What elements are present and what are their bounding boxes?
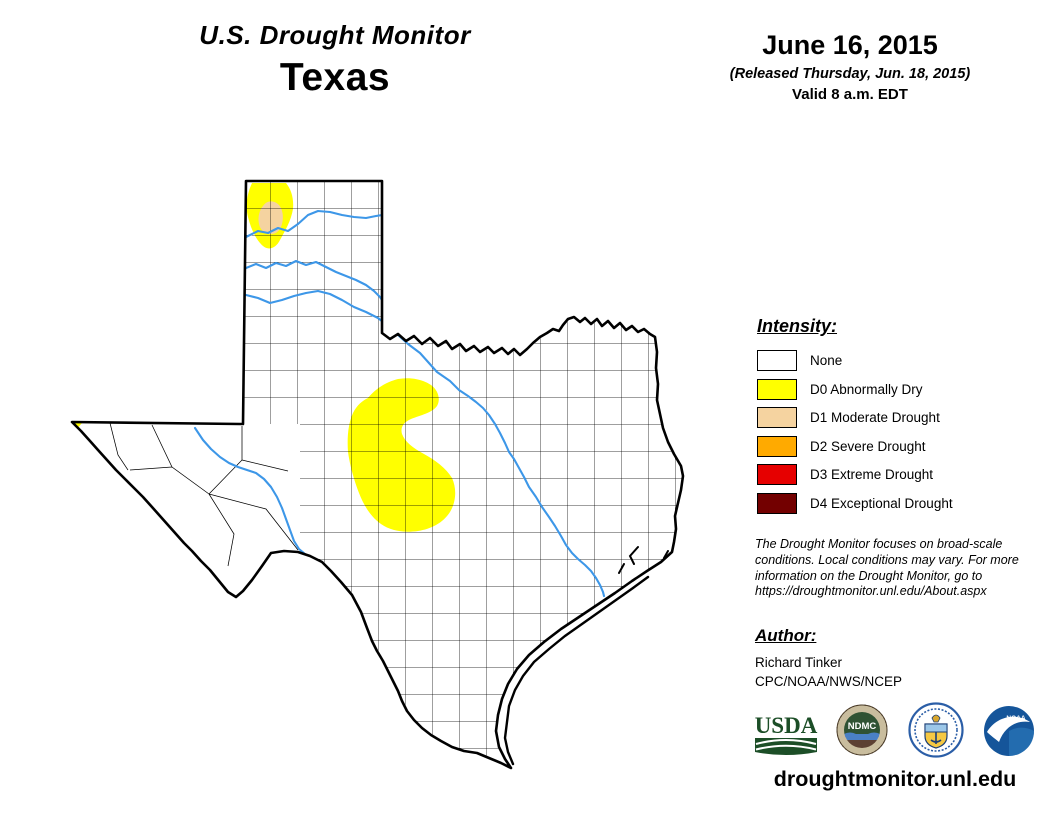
header-left: U.S. Drought Monitor Texas: [135, 20, 535, 100]
county-lines-west: [109, 422, 299, 567]
canadian-river: [244, 209, 384, 239]
county-grid-south: [300, 424, 683, 768]
state-name: Texas: [279, 56, 391, 99]
author-heading: Author:: [755, 626, 817, 645]
legend-swatch-d0: [757, 378, 797, 400]
legend-swatch-d2: [757, 435, 797, 457]
author-org: CPC/NOAA/NWS/NCEP: [755, 674, 903, 689]
release-info: (Released Thursday, Jun. 18, 2015): [729, 66, 971, 82]
legend-item-d4: D4 Exceptional Drought: [757, 492, 1047, 515]
legend-item-d3: D3 Extreme Drought: [757, 464, 1047, 486]
valid-time: Valid 8 a.m. EDT: [792, 86, 908, 103]
county-grid-north: [243, 181, 683, 424]
texas-outline: [70, 179, 685, 770]
disclaimer-line: https://droughtmonitor.unl.edu/About.asp…: [755, 584, 987, 599]
disclaimer-line: information on the Drought Monitor, go t…: [755, 568, 983, 583]
noaa-logo: NOAA: [983, 705, 1035, 762]
red-river-fork: [244, 259, 384, 302]
legend-item-d1: D1 Moderate Drought: [757, 407, 1047, 429]
site-url: droughtmonitor.unl.edu: [773, 767, 1017, 791]
legend-label: D2 Severe Drought: [810, 438, 926, 454]
legend-label: D3 Extreme Drought: [810, 467, 934, 483]
legend-label: None: [810, 353, 843, 369]
legend-label: D4 Exceptional Drought: [810, 495, 953, 511]
disclaimer-line: The Drought Monitor focuses on broad-sca…: [755, 537, 1003, 551]
pecos-river: [193, 426, 307, 556]
disclaimer-line: conditions. Local conditions may vary. F…: [755, 552, 1019, 567]
barrier-islands: [503, 575, 650, 766]
map-date: June 16, 2015: [762, 30, 938, 60]
header-right: June 16, 2015 (Released Thursday, Jun. 1…: [700, 30, 1000, 103]
legend-swatch-d4: [757, 492, 797, 514]
legend-swatch-d3: [757, 464, 797, 486]
legend-item-d0: D0 Abnormally Dry: [757, 378, 1047, 401]
disclaimer-text: The Drought Monitor focuses on broad-sca…: [755, 537, 1040, 600]
noaa-logo-text: NOAA: [1006, 715, 1025, 722]
legend-swatch-d1: [757, 407, 797, 429]
ndmc-logo: NDMC: [836, 704, 888, 761]
usda-logo: USDA: [753, 712, 819, 761]
page-title: U.S. Drought Monitor: [199, 20, 471, 50]
author-block: Author: Richard Tinker CPC/NOAA/NWS/NCEP: [755, 626, 902, 689]
legend-item-d2: D2 Severe Drought: [757, 435, 1047, 458]
legend-label: D0 Abnormally Dry: [810, 381, 923, 397]
legend-swatch-none: [757, 350, 797, 372]
ndmc-logo-text: NDMC: [848, 721, 877, 732]
intensity-legend: Intensity: None D0 Abnormally Dry D1 Mod…: [757, 316, 1047, 521]
legend-heading: Intensity:: [757, 316, 838, 336]
legend-item-none: None: [757, 350, 1047, 372]
doc-seal-logo: [908, 702, 964, 763]
author-name: Richard Tinker: [755, 655, 843, 670]
galveston-bay: [618, 546, 669, 574]
legend-label: D1 Moderate Drought: [810, 410, 940, 426]
red-river-squiggle: [514, 317, 538, 332]
usda-logo-text: USDA: [755, 713, 818, 738]
brazos-river: [244, 289, 606, 598]
